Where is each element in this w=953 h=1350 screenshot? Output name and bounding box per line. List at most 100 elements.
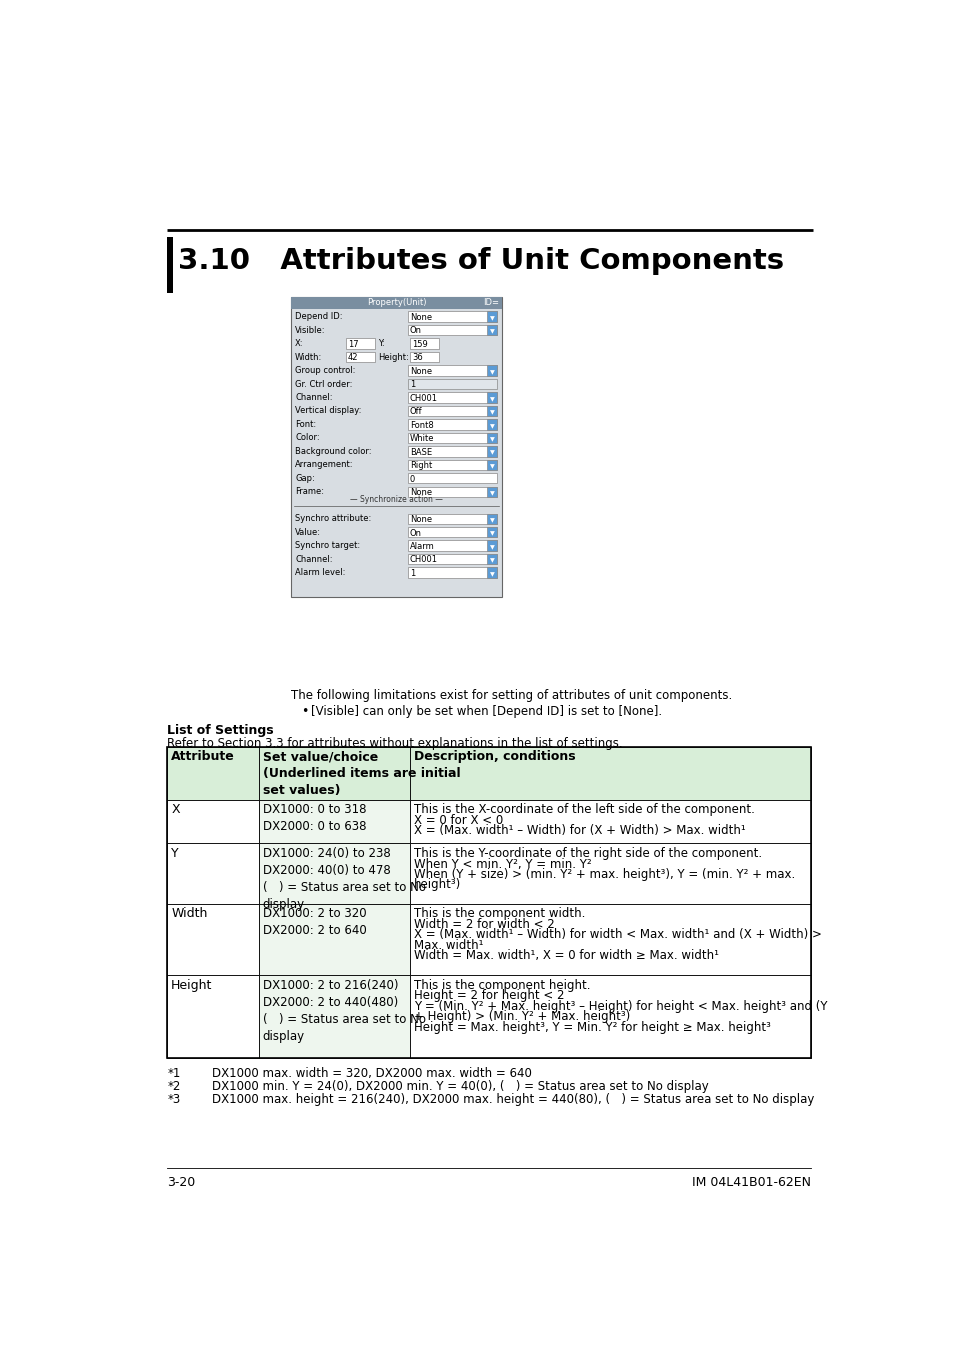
- Text: Width = Max. width¹, X = 0 for width ≥ Max. width¹: Width = Max. width¹, X = 0 for width ≥ M…: [414, 949, 718, 963]
- Text: Gap:: Gap:: [294, 474, 314, 483]
- Text: Attribute: Attribute: [171, 751, 234, 763]
- Text: DX1000 min. Y = 24(0), DX2000 min. Y = 40(0), (   ) = Status area set to No disp: DX1000 min. Y = 24(0), DX2000 min. Y = 4…: [212, 1080, 708, 1094]
- Text: On: On: [410, 528, 421, 537]
- Text: Gr. Ctrl order:: Gr. Ctrl order:: [294, 379, 353, 389]
- Text: Vertical display:: Vertical display:: [294, 406, 361, 416]
- Text: 36: 36: [412, 354, 422, 362]
- Text: — Synchronize action —: — Synchronize action —: [350, 495, 443, 505]
- Text: Synchro target:: Synchro target:: [294, 541, 360, 551]
- Text: ▼: ▼: [490, 545, 495, 549]
- Text: Width:: Width:: [294, 352, 322, 362]
- Bar: [407, 312, 497, 321]
- Bar: [167, 238, 172, 293]
- Text: Off: Off: [410, 408, 422, 416]
- Bar: [407, 393, 497, 402]
- Text: ▼: ▼: [490, 424, 495, 429]
- Text: Y: Y: [171, 848, 178, 860]
- Bar: [410, 799, 810, 844]
- Bar: [407, 526, 497, 537]
- Bar: [167, 903, 258, 975]
- Text: Set value/choice
(Underlined items are initial
set values): Set value/choice (Underlined items are i…: [262, 751, 459, 798]
- Bar: [487, 432, 497, 443]
- Bar: [487, 393, 497, 402]
- Text: DX1000: 24(0) to 238
DX2000: 40(0) to 478
(   ) = Status area set to No
display: DX1000: 24(0) to 238 DX2000: 40(0) to 47…: [262, 848, 425, 911]
- Text: Height: Height: [171, 979, 213, 992]
- Text: DX1000 max. height = 216(240), DX2000 max. height = 440(80), (   ) = Status area: DX1000 max. height = 216(240), DX2000 ma…: [212, 1094, 814, 1106]
- Bar: [487, 567, 497, 578]
- Text: Channel:: Channel:: [294, 555, 333, 564]
- Text: Y = (Min. Y² + Max. height³ – Height) for height < Max. height³ and (Y: Y = (Min. Y² + Max. height³ – Height) fo…: [414, 1000, 826, 1012]
- Text: ▼: ▼: [490, 559, 495, 563]
- Text: IM 04L41B01-62EN: IM 04L41B01-62EN: [692, 1176, 810, 1189]
- Bar: [487, 406, 497, 416]
- Bar: [407, 420, 497, 429]
- Text: Width: Width: [171, 907, 208, 921]
- Text: This is the component height.: This is the component height.: [414, 979, 590, 992]
- Text: Frame:: Frame:: [294, 487, 324, 497]
- Text: Y:: Y:: [377, 339, 384, 348]
- Text: ID=: ID=: [482, 297, 498, 306]
- Bar: [410, 975, 810, 1057]
- Text: Right: Right: [410, 462, 432, 470]
- Bar: [407, 325, 497, 335]
- Text: ▼: ▼: [490, 397, 495, 402]
- Text: ▼: ▼: [490, 410, 495, 416]
- Bar: [410, 339, 439, 348]
- Bar: [407, 567, 497, 578]
- Text: DX1000: 2 to 320
DX2000: 2 to 640: DX1000: 2 to 320 DX2000: 2 to 640: [262, 907, 366, 937]
- Bar: [258, 975, 410, 1057]
- Bar: [167, 799, 258, 844]
- Text: 3-20: 3-20: [167, 1176, 195, 1189]
- Bar: [407, 540, 497, 551]
- Text: Alarm: Alarm: [410, 541, 435, 551]
- Text: ▼: ▼: [490, 491, 495, 497]
- Text: Depend ID:: Depend ID:: [294, 312, 342, 321]
- Text: X = (Max. width¹ – Width) for (X + Width) > Max. width¹: X = (Max. width¹ – Width) for (X + Width…: [414, 825, 744, 837]
- Bar: [258, 747, 410, 799]
- Text: Property(Unit): Property(Unit): [367, 297, 426, 306]
- Text: + Height) > (Min. Y² + Max. height³): + Height) > (Min. Y² + Max. height³): [414, 1010, 629, 1023]
- Bar: [345, 339, 375, 348]
- Bar: [291, 297, 501, 597]
- Bar: [407, 554, 497, 564]
- Bar: [410, 903, 810, 975]
- Bar: [487, 540, 497, 551]
- Bar: [487, 312, 497, 321]
- Bar: [487, 554, 497, 564]
- Text: BASE: BASE: [410, 448, 432, 456]
- Text: None: None: [410, 313, 432, 321]
- Text: ▼: ▼: [490, 518, 495, 524]
- Text: ▼: ▼: [490, 532, 495, 536]
- Bar: [407, 379, 497, 389]
- Bar: [407, 472, 497, 483]
- Text: Height = Max. height³, Y = Min. Y² for height ≥ Max. height³: Height = Max. height³, Y = Min. Y² for h…: [414, 1021, 770, 1034]
- Text: 1: 1: [410, 381, 415, 389]
- Text: Max. width¹: Max. width¹: [414, 938, 483, 952]
- Text: On: On: [410, 327, 421, 335]
- Text: X: X: [171, 803, 179, 817]
- Bar: [258, 799, 410, 844]
- Bar: [410, 747, 810, 799]
- Text: DX1000: 0 to 318
DX2000: 0 to 638: DX1000: 0 to 318 DX2000: 0 to 638: [262, 803, 366, 833]
- Text: Value:: Value:: [294, 528, 321, 537]
- Bar: [410, 352, 439, 362]
- Text: None: None: [410, 516, 432, 524]
- Text: Font:: Font:: [294, 420, 316, 429]
- Text: CH001: CH001: [410, 555, 437, 564]
- Text: Color:: Color:: [294, 433, 319, 443]
- Text: The following limitations exist for setting of attributes of unit components.: The following limitations exist for sett…: [291, 690, 732, 702]
- Text: None: None: [410, 367, 432, 375]
- Text: *3: *3: [167, 1094, 180, 1106]
- Bar: [407, 459, 497, 470]
- Text: Channel:: Channel:: [294, 393, 333, 402]
- Text: X:: X:: [294, 339, 303, 348]
- Bar: [407, 406, 497, 416]
- Text: White: White: [410, 435, 434, 443]
- Bar: [291, 297, 501, 309]
- Text: Height:: Height:: [377, 352, 409, 362]
- Text: 0: 0: [410, 475, 415, 483]
- Text: ▼: ▼: [490, 437, 495, 443]
- Text: Width = 2 for width < 2: Width = 2 for width < 2: [414, 918, 554, 930]
- Text: When Y < min. Y², Y = min. Y²: When Y < min. Y², Y = min. Y²: [414, 857, 591, 871]
- Text: •: •: [301, 705, 309, 718]
